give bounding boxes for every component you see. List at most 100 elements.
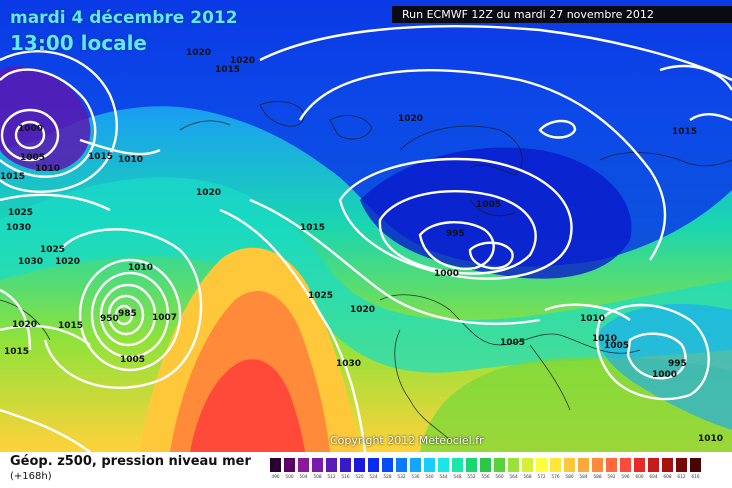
scale-tick-label: 580 — [565, 475, 574, 480]
isobar-label: 985 — [118, 309, 137, 319]
isobar-labels: 1020 1020 1000 1005 1010 1015 1015 1010 … — [0, 48, 723, 444]
run-info: Run ECMWF 12Z du mardi 27 novembre 2012 — [392, 6, 732, 23]
coastlines — [0, 101, 732, 441]
isobars — [0, 25, 732, 452]
isobar-label: 1020 — [55, 257, 80, 267]
scale-swatch — [298, 458, 309, 472]
scale-tick-label: 592 — [607, 475, 616, 480]
isobar-label: 1007 — [152, 313, 177, 323]
isobar-label: 995 — [668, 359, 687, 369]
scale-swatch — [452, 458, 463, 472]
isobar-label: 1010 — [592, 334, 617, 344]
scale-swatch — [410, 458, 421, 472]
scale-swatch — [368, 458, 379, 472]
scale-tick-label: 536 — [411, 475, 420, 480]
isobar-label: 1020 — [12, 320, 37, 330]
scale-swatch — [396, 458, 407, 472]
scale-swatch — [606, 458, 617, 472]
scale-swatch — [326, 458, 337, 472]
scale-swatch — [648, 458, 659, 472]
isobar-label: 1005 — [500, 338, 525, 348]
scale-swatch — [508, 458, 519, 472]
scale-tick-label: 596 — [621, 475, 630, 480]
isobar-label: 1005 — [120, 355, 145, 365]
isobar-label: 1010 — [35, 164, 60, 174]
scale-tick-label: 516 — [341, 475, 350, 480]
scale-swatch — [354, 458, 365, 472]
lead-time-label: (+168h) — [10, 471, 52, 482]
z500-cyan-band — [0, 177, 732, 373]
isobar-label: 1020 — [398, 114, 423, 124]
scale-tick-label: 556 — [481, 475, 490, 480]
scale-tick-label: 612 — [677, 475, 686, 480]
scale-swatch — [480, 458, 491, 472]
isobar-label: 1010 — [580, 314, 605, 324]
scale-tick-label: 568 — [523, 475, 532, 480]
z500-trough-east — [360, 147, 632, 279]
isobar-label: 1020 — [196, 188, 221, 198]
scale-tick-label: 560 — [495, 475, 504, 480]
isobar-label: 1015 — [300, 223, 325, 233]
scale-tick-label: 588 — [593, 475, 602, 480]
scale-tick-label: 604 — [649, 475, 658, 480]
scale-tick-label: 564 — [509, 475, 518, 480]
isobar-label: 1015 — [58, 321, 83, 331]
scale-swatch — [438, 458, 449, 472]
copyright: Copyright 2012 Meteociel.fr — [330, 434, 484, 447]
legend-footer: Géop. z500, pression niveau mer (+168h) … — [0, 452, 732, 488]
scale-tick-label: 512 — [327, 475, 336, 480]
isobar-label: 1000 — [652, 370, 677, 380]
scale-tick-label: 544 — [439, 475, 448, 480]
isobar-label: 995 — [446, 229, 465, 239]
scale-tick-label: 524 — [369, 475, 378, 480]
isobar-label: 1010 — [698, 434, 723, 444]
isobar-label: 1005 — [604, 341, 629, 351]
scale-swatch — [690, 458, 701, 472]
color-scale: 496 500 504 508 512 516 520 524 528 532 536 540 544 5… — [270, 458, 710, 484]
isobar-label: 1015 — [88, 152, 113, 162]
scale-tick-label: 504 — [299, 475, 308, 480]
scale-tick-label: 520 — [355, 475, 364, 480]
isobar-label: 1030 — [18, 257, 43, 267]
forecast-map: 1020 1020 1000 1005 1010 1015 1015 1010 … — [0, 0, 732, 452]
isobar-label: 1025 — [40, 245, 65, 255]
isobar-label: 1015 — [0, 172, 25, 182]
isobar-label: 1005 — [476, 200, 501, 210]
scale-tick-label: 584 — [579, 475, 588, 480]
scale-swatch — [424, 458, 435, 472]
isobar-label: 1005 — [20, 153, 45, 163]
z500-blue-southeast — [599, 304, 732, 430]
isobar-label: 1000 — [18, 124, 43, 134]
scale-tick-label: 552 — [467, 475, 476, 480]
isobar-label: 1020 — [230, 56, 255, 66]
scale-swatch — [592, 458, 603, 472]
scale-swatch — [676, 458, 687, 472]
scale-swatch — [284, 458, 295, 472]
scale-swatch — [494, 458, 505, 472]
scale-tick-label: 540 — [425, 475, 434, 480]
scale-swatch — [522, 458, 533, 472]
scale-tick-label: 528 — [383, 475, 392, 480]
forecast-time: 13:00 locale — [10, 31, 147, 55]
scale-swatch — [536, 458, 547, 472]
isobar-label: 1010 — [128, 263, 153, 273]
scale-swatch — [662, 458, 673, 472]
scale-tick-label: 600 — [635, 475, 644, 480]
isobar-label: 1010 — [118, 155, 143, 165]
scale-swatch — [578, 458, 589, 472]
isobar-label: 1000 — [434, 269, 459, 279]
forecast-date: mardi 4 décembre 2012 — [10, 8, 238, 28]
scale-tick-label: 616 — [691, 475, 700, 480]
isobar-label: 1015 — [215, 65, 240, 75]
scale-swatch — [312, 458, 323, 472]
scale-tick-label: 500 — [285, 475, 294, 480]
isobar-label: 1015 — [4, 347, 29, 357]
scale-tick-label: 508 — [313, 475, 322, 480]
isobar-label: 1025 — [308, 291, 333, 301]
scale-tick-label: 532 — [397, 475, 406, 480]
isobar-label: 1030 — [336, 359, 361, 369]
parameter-label: Géop. z500, pression niveau mer — [10, 454, 251, 469]
isobar-label: 1020 — [186, 48, 211, 58]
isobar-label: 1025 — [8, 208, 33, 218]
scale-swatch — [620, 458, 631, 472]
